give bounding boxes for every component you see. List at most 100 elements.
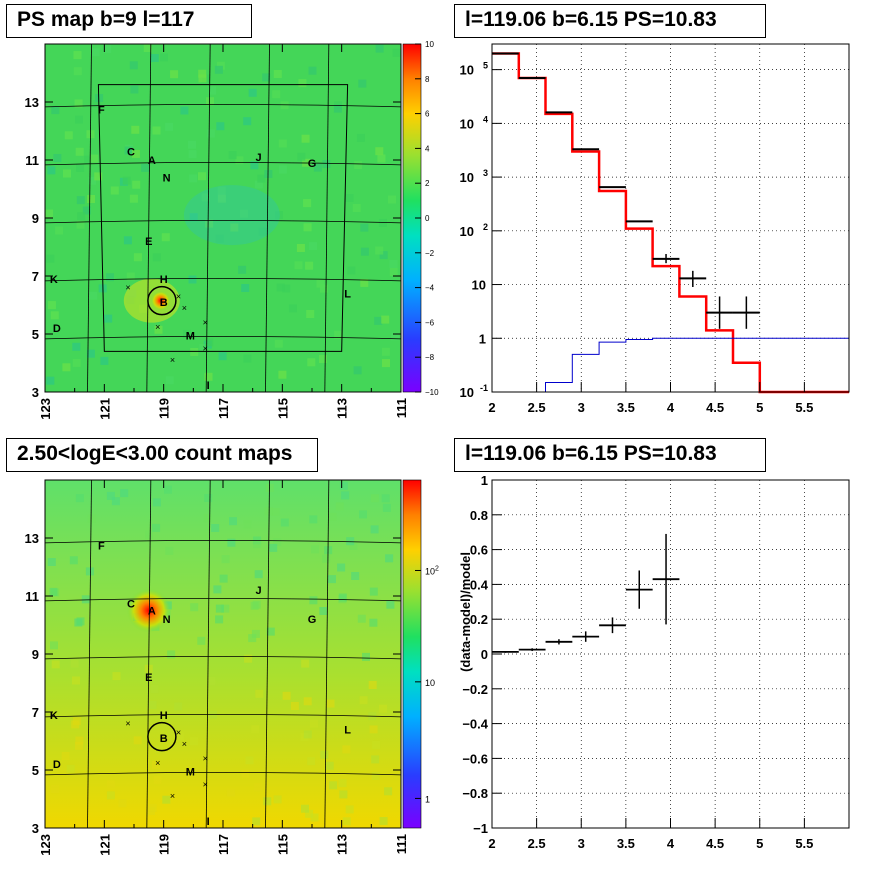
x-tick-label: 3 xyxy=(578,400,585,415)
graticule-meridian xyxy=(265,43,270,393)
map-pixel xyxy=(391,332,400,341)
x-tick-label: 5.5 xyxy=(795,836,813,851)
map-pixel xyxy=(349,542,358,550)
colorbar-tick-label: −4 xyxy=(425,284,435,293)
y-tick-label: 10 xyxy=(472,278,486,293)
map-pixel xyxy=(319,355,327,363)
map-pixel xyxy=(164,485,172,494)
y-tick-label: 13 xyxy=(25,531,39,546)
y-tick-label: 10 xyxy=(460,116,474,131)
map-pixel xyxy=(190,737,198,746)
panel-title-spectrum: l=119.06 b=6.15 PS=10.83 xyxy=(454,4,766,38)
plot-area xyxy=(492,480,849,828)
map-pixel xyxy=(55,226,64,235)
map-pixel xyxy=(271,508,280,516)
map-pixel xyxy=(352,204,361,212)
x-tick-label: 3.5 xyxy=(617,400,635,415)
map-pixel xyxy=(264,507,273,516)
map-pixel xyxy=(73,51,82,60)
map-pixel xyxy=(87,514,96,523)
map-pixel xyxy=(160,53,168,62)
map-pixel xyxy=(345,194,354,202)
map-pixel xyxy=(251,629,260,638)
map-pixel xyxy=(276,283,285,292)
map-pixel xyxy=(150,54,159,62)
y-tick-label: 0.4 xyxy=(470,577,489,592)
graticule-meridian xyxy=(265,479,270,829)
graticule-parallel xyxy=(44,598,402,602)
y-tick-label: −1 xyxy=(473,821,488,836)
x-tick-label: 2 xyxy=(488,400,495,415)
source-label: J xyxy=(256,585,262,597)
map-pixel xyxy=(369,725,378,734)
source-label: B xyxy=(160,733,168,745)
y-tick-label: 11 xyxy=(25,153,39,168)
source-label: H xyxy=(160,274,168,286)
graticule-parallel xyxy=(44,104,402,108)
map-pixel xyxy=(118,799,127,808)
graticule-meridian xyxy=(146,43,152,393)
source-cross: × xyxy=(125,283,130,293)
y-tick-label: 7 xyxy=(32,705,39,720)
y-tick-label: 5 xyxy=(32,327,39,342)
x-tick-label: 119 xyxy=(157,398,172,419)
map-pixel xyxy=(203,514,212,523)
map-pixel xyxy=(75,494,84,503)
map-pixel xyxy=(301,134,310,143)
x-tick-label: 121 xyxy=(97,398,112,420)
map-pixel xyxy=(371,772,380,780)
x-tick-label: 121 xyxy=(97,834,112,856)
map-pixel xyxy=(205,338,214,347)
map-pixel xyxy=(311,545,319,554)
graticule-parallel xyxy=(44,772,402,776)
y-tick-label: −0.4 xyxy=(462,717,488,732)
map-pixel xyxy=(218,352,227,361)
graticule-parallel xyxy=(44,714,402,718)
map-pixel xyxy=(381,315,390,324)
map-pixel xyxy=(76,163,85,172)
x-tick-label: 5 xyxy=(756,400,763,415)
map-pixel xyxy=(360,278,369,287)
y-tick-label: 7 xyxy=(32,269,39,284)
map-hot-spot xyxy=(150,290,171,311)
y-tick-exponent: 4 xyxy=(483,114,488,124)
y-tick-label: 11 xyxy=(25,589,39,604)
source-cross: × xyxy=(176,727,181,737)
map-pixel xyxy=(262,73,271,82)
map-pixel xyxy=(354,161,363,170)
map-pixel xyxy=(71,720,80,729)
map-pixel xyxy=(357,614,366,623)
map-pixel xyxy=(72,358,81,367)
x-tick-label: 2 xyxy=(488,836,495,851)
map-pixel xyxy=(310,719,318,728)
map-pixel xyxy=(75,115,83,124)
map-pixel xyxy=(280,518,289,527)
map-pixel xyxy=(309,596,318,605)
map-pixel xyxy=(341,491,350,500)
x-tick-label: 3.5 xyxy=(617,836,635,851)
panel-title-countmap: 2.50<logE<3.00 count maps xyxy=(6,438,318,472)
map-pixel xyxy=(64,131,73,140)
map-pixel xyxy=(335,502,344,511)
source-cross: × xyxy=(203,753,208,763)
map-pixel xyxy=(296,244,305,252)
y-tick-label: 10 xyxy=(460,63,474,78)
map-pixel xyxy=(273,795,282,804)
map-pixel xyxy=(162,795,171,804)
map-pixel xyxy=(175,732,184,741)
y-axis-label: (data-model)/model xyxy=(458,552,473,672)
map-pixel xyxy=(369,618,378,627)
map-pixel xyxy=(72,676,80,685)
colorbar-tick-label: −10 xyxy=(425,388,439,397)
map-pixel xyxy=(338,779,347,788)
map-pixel xyxy=(379,704,387,713)
source-label: N xyxy=(163,614,171,626)
map-pixel xyxy=(46,376,55,385)
map-pixel xyxy=(75,736,84,745)
x-tick-label: 5 xyxy=(756,836,763,851)
colorbar-tick-label: −2 xyxy=(425,249,435,258)
map-pixel xyxy=(208,86,217,95)
source-cross: × xyxy=(125,719,130,729)
map-pixel xyxy=(90,154,99,163)
